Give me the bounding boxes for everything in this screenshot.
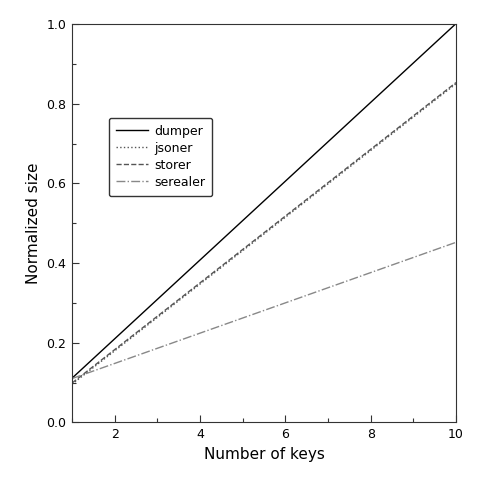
Y-axis label: Normalized size: Normalized size	[26, 162, 41, 284]
Legend: dumper, jsoner, storer, serealer: dumper, jsoner, storer, serealer	[109, 118, 213, 196]
X-axis label: Number of keys: Number of keys	[204, 446, 324, 461]
